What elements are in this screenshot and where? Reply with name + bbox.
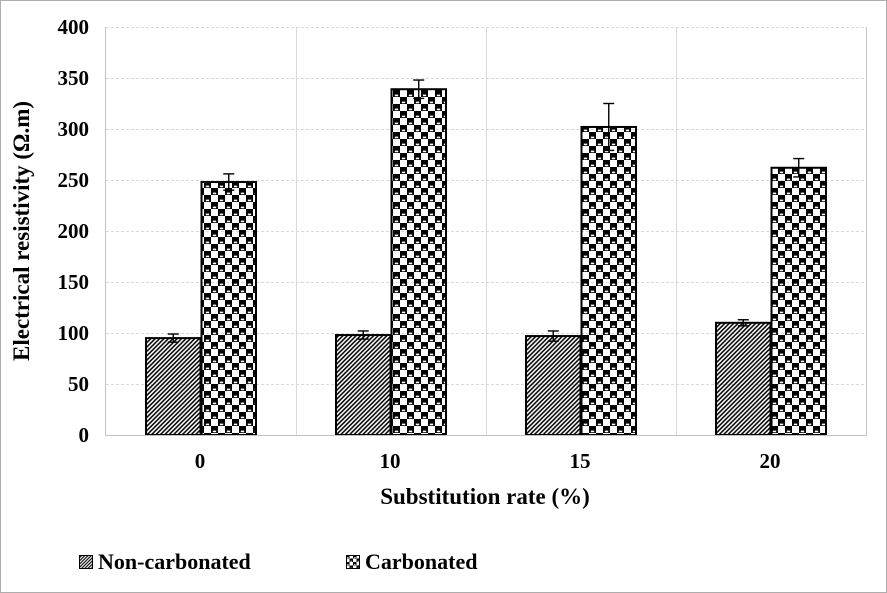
bar-carbonated-15 — [580, 125, 637, 435]
x-axis-tick-labels: 0 10 15 20 — [105, 447, 865, 475]
error-bar-carbonated-0 — [223, 173, 235, 191]
legend-label: Carbonated — [365, 549, 478, 574]
bar-non-carbonated-0 — [145, 337, 202, 435]
legend-label: Non-carbonated — [98, 549, 251, 574]
error-bar-non-carbonated-15 — [547, 330, 559, 342]
legend-entry-non-carbonated: Non-carbonated — [79, 548, 251, 576]
x-tick-label: 10 — [379, 449, 401, 473]
y-tick-label: 150 — [57, 270, 90, 294]
x-tick-label: 20 — [759, 449, 781, 473]
y-axis-tick-labels: 0 50 100 150 200 250 300 350 400 — [1, 1, 90, 461]
legend-entry-carbonated: Carbonated — [346, 548, 477, 576]
y-tick-label: 50 — [68, 372, 89, 396]
y-tick-label: 400 — [57, 15, 90, 39]
error-bar-non-carbonated-20 — [737, 319, 749, 327]
bar-carbonated-20 — [770, 166, 827, 435]
bar-carbonated-10 — [390, 88, 447, 435]
y-tick-label: 0 — [78, 423, 90, 447]
error-bar-carbonated-15 — [603, 102, 615, 152]
bar-carbonated-0 — [200, 181, 257, 435]
error-bar-carbonated-10 — [413, 79, 425, 100]
y-tick-label: 300 — [57, 117, 90, 141]
error-bar-non-carbonated-0 — [167, 333, 179, 343]
y-tick-label: 250 — [57, 168, 90, 192]
bar-non-carbonated-10 — [335, 334, 392, 435]
plot-area — [105, 27, 867, 436]
y-tick-label: 350 — [57, 66, 90, 90]
error-bar-non-carbonated-10 — [357, 330, 369, 340]
x-tick-label: 15 — [569, 449, 591, 473]
x-axis-title: Substitution rate (%) — [380, 484, 590, 509]
x-tick-label: 0 — [194, 449, 206, 473]
plot-svg — [106, 27, 866, 435]
bar-non-carbonated-15 — [525, 335, 582, 435]
bar-non-carbonated-20 — [715, 321, 772, 435]
legend-swatch-checker-spheres-icon — [346, 555, 360, 569]
error-bar-carbonated-20 — [793, 157, 805, 178]
legend: Non-carbonated Carbonated — [1, 548, 886, 578]
y-tick-label: 200 — [57, 219, 90, 243]
y-tick-label: 100 — [57, 321, 90, 345]
legend-swatch-diagonal-hatch-icon — [79, 555, 93, 569]
